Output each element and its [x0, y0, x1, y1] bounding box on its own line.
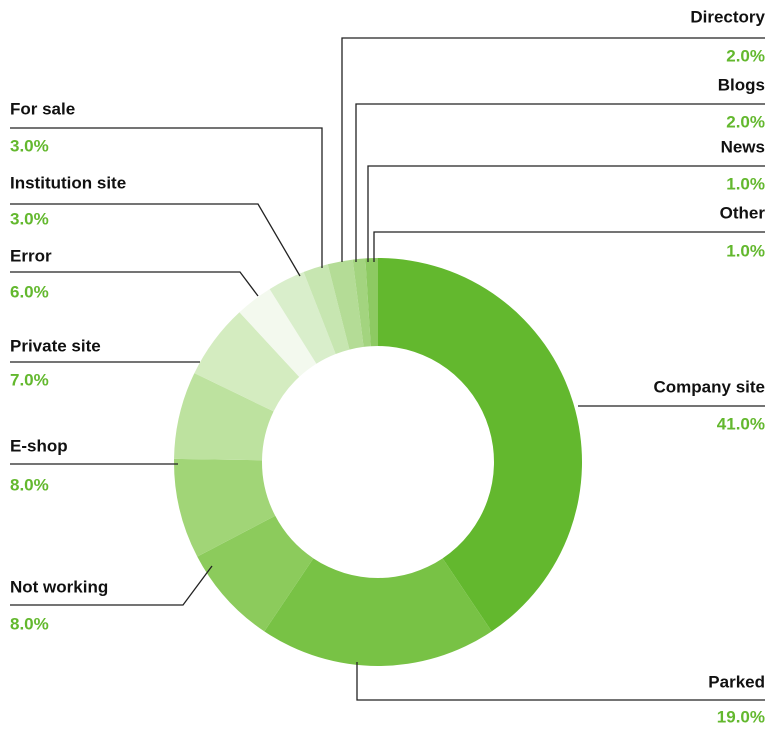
donut-slice	[264, 558, 492, 667]
leader-line	[341, 37, 765, 262]
donut-slice	[365, 258, 378, 347]
slice-label: News	[721, 137, 765, 156]
slice-value: 3.0%	[10, 136, 49, 155]
donut-slice	[378, 258, 583, 632]
slice-label: Company site	[654, 377, 765, 396]
leader-line	[355, 103, 765, 262]
donut-slice	[352, 258, 371, 347]
donut-slice	[239, 289, 317, 377]
leader-line	[10, 271, 259, 297]
leader-line	[367, 165, 765, 262]
slice-value: 19.0%	[717, 707, 765, 726]
donut-slice	[194, 312, 300, 412]
leader-line	[373, 231, 765, 262]
slice-value: 2.0%	[726, 46, 765, 65]
donut-slice	[197, 515, 314, 632]
slice-label: E-shop	[10, 436, 68, 455]
slice-label: For sale	[10, 99, 75, 118]
slice-value: 3.0%	[10, 209, 49, 228]
leader-line	[10, 565, 213, 606]
slice-label: Not working	[10, 577, 108, 596]
slice-value: 8.0%	[10, 475, 49, 494]
slice-value: 1.0%	[726, 174, 765, 193]
donut-slice	[303, 264, 350, 354]
slice-label: Institution site	[10, 173, 126, 192]
leader-line	[10, 203, 301, 277]
slice-value: 1.0%	[726, 241, 765, 260]
slice-value: 2.0%	[726, 112, 765, 131]
leader-line	[356, 662, 765, 701]
donut-slice	[327, 259, 364, 350]
donut-slice	[269, 272, 336, 364]
slice-label: Directory	[690, 7, 765, 26]
slice-label: Private site	[10, 336, 101, 355]
leader-line	[10, 127, 323, 268]
donut-slice	[174, 373, 274, 461]
slice-label: Other	[720, 203, 766, 222]
donut-slice	[174, 458, 276, 557]
slice-value: 8.0%	[10, 614, 49, 633]
slice-label: Blogs	[718, 75, 765, 94]
slice-value: 6.0%	[10, 282, 49, 301]
slice-value: 7.0%	[10, 370, 49, 389]
slice-label: Parked	[708, 672, 765, 691]
slice-label: Error	[10, 246, 52, 265]
slice-value: 41.0%	[717, 414, 765, 433]
